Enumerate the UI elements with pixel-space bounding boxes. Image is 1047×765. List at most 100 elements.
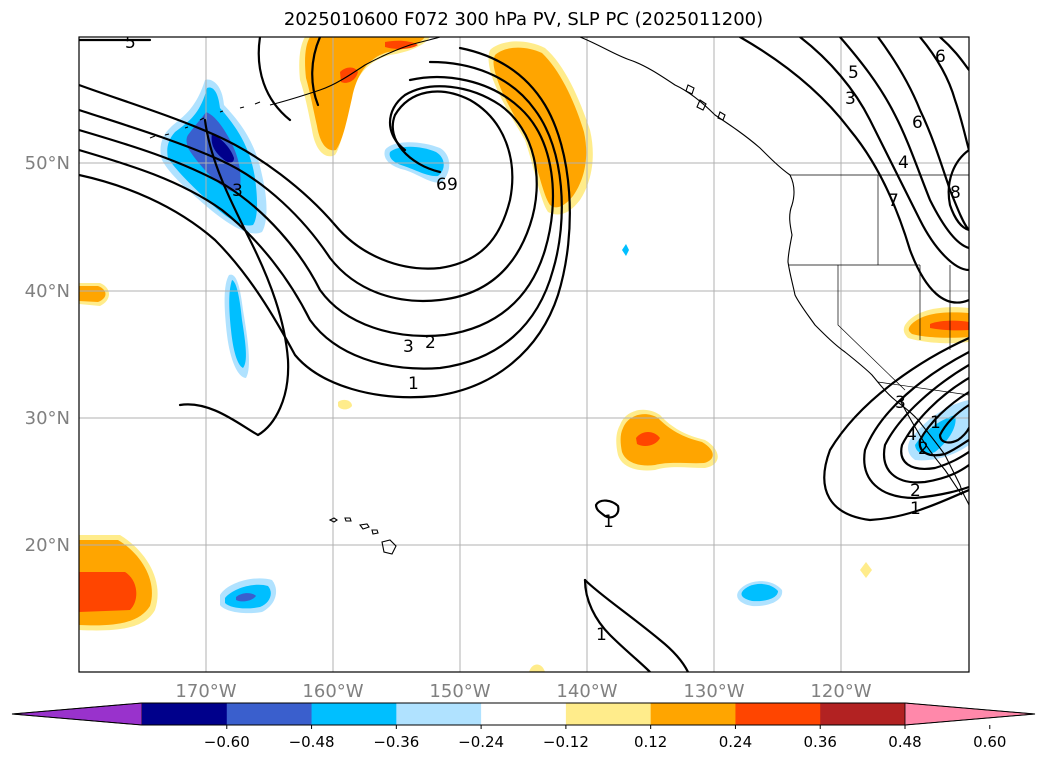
pv-negative-region	[211, 133, 234, 163]
slp-contour	[738, 37, 969, 304]
pv-negative-region	[229, 280, 246, 368]
pv-positive-region	[79, 572, 137, 612]
contour-label: 6	[436, 175, 447, 195]
colorbar-segment	[820, 703, 906, 725]
colorbar-segment	[735, 703, 821, 725]
colorbar-segment	[311, 703, 397, 725]
lon-tick-label: 120°W	[810, 681, 871, 702]
slp-contour	[900, 376, 969, 470]
pv-negative-region	[741, 583, 778, 602]
slp-contour	[823, 336, 969, 522]
slp-contour	[947, 148, 969, 232]
slp-contour	[583, 578, 652, 672]
slp-contours	[79, 37, 969, 672]
baja-coastline	[899, 399, 963, 496]
slp-contour	[79, 85, 538, 302]
pv-positive-region	[529, 664, 545, 672]
colorbar-segment	[396, 703, 482, 725]
pv-positive-region	[620, 414, 713, 466]
pv-positive-region	[636, 432, 660, 446]
contour-label: 2	[425, 333, 436, 353]
colorbar: −0.60 −0.48 −0.36 −0.24 −0.12 0.12 0.24 0.36 0.4…	[11, 702, 1036, 751]
colorbar-segment	[481, 703, 567, 725]
map-plot-area: 5 3 6 9 3 2 1 1 1 2 1 5 3 6 4 7 8 6 4 3 …	[79, 37, 969, 672]
alaska-coastline	[269, 37, 441, 106]
colorbar-segment	[226, 703, 313, 725]
longitude-labels: 170°W 160°W 150°W 140°W 130°W 120°W	[175, 681, 871, 702]
colorbar-tick-label: 0.12	[634, 733, 667, 751]
contour-label: 2	[918, 439, 929, 459]
pv-negative-region	[236, 593, 256, 602]
pacific-northwest-coastline	[579, 37, 969, 506]
map-frame	[78, 36, 970, 673]
slp-contour	[594, 499, 620, 519]
lat-tick-label: 30°N	[25, 408, 70, 429]
contour-labels: 5 3 6 9 3 2 1 1 1 2 1 5 3 6 4 7 8 6 4 3 …	[125, 37, 961, 645]
slp-contour	[838, 37, 969, 250]
colorbar-segment	[650, 703, 736, 725]
slp-contour	[79, 83, 514, 270]
colorbar-tick-label: 0.36	[804, 733, 837, 751]
colorbar-outline	[11, 702, 1036, 726]
pv-negative-region	[186, 112, 241, 192]
slp-contour	[918, 37, 969, 152]
colorbar-tick-label: −0.48	[289, 733, 335, 751]
colorbar-tick-label: −0.60	[204, 733, 250, 751]
contour-label: 9	[447, 175, 458, 195]
contour-label: 6	[912, 113, 923, 133]
slp-contour	[178, 118, 290, 437]
pv-positive-region	[305, 37, 425, 151]
island-coastline	[685, 84, 726, 121]
contour-label: 4	[898, 153, 909, 173]
contour-label: 2	[910, 481, 921, 501]
contour-label: 7	[888, 191, 899, 211]
contour-label: 1	[596, 625, 607, 645]
contour-label: 1	[408, 374, 419, 394]
slp-contour	[882, 363, 969, 484]
contour-label: 3	[845, 89, 856, 109]
pv-positive-region	[79, 286, 106, 302]
slp-contour	[583, 578, 690, 672]
pv-negative-region	[622, 244, 629, 256]
coastlines	[149, 37, 969, 555]
colorbar-tick-label: −0.12	[543, 733, 589, 751]
slp-contour	[938, 403, 969, 444]
pv-positive-region	[493, 47, 587, 208]
hawaii-islands	[328, 517, 397, 555]
slp-contour	[311, 37, 322, 107]
contour-label: 1	[910, 499, 921, 519]
colorbar-tick-label: 0.60	[973, 733, 1006, 751]
contour-label: 6	[935, 47, 946, 67]
pv-positive-region	[860, 562, 872, 578]
lon-tick-label: 130°W	[683, 681, 744, 702]
contour-label: 4	[906, 425, 917, 445]
slp-contour	[938, 37, 969, 72]
latitude-labels: 50°N 40°N 30°N 20°N	[25, 153, 70, 556]
pv-positive-region	[385, 40, 418, 50]
slp-contour	[257, 37, 292, 122]
lat-tick-label: 40°N	[25, 281, 70, 302]
colorbar-extend-low	[11, 702, 143, 726]
map-title: 2025010600 F072 300 hPa PV, SLP PC (2025…	[283, 9, 764, 30]
contour-label: 3	[403, 337, 414, 357]
colorbar-segment	[142, 703, 228, 725]
aleutian-islands	[149, 101, 261, 139]
slp-contour	[79, 60, 563, 370]
lon-tick-label: 160°W	[302, 681, 363, 702]
contour-label: 3	[895, 393, 906, 413]
pv-positive-region	[338, 399, 352, 410]
colorbar-tick-label: 0.48	[888, 733, 921, 751]
lat-tick-label: 50°N	[25, 153, 70, 174]
contour-label: 1	[930, 413, 941, 433]
lat-tick-label: 20°N	[25, 535, 70, 556]
colorbar-tick-label: −0.36	[373, 733, 419, 751]
lon-tick-label: 150°W	[429, 681, 490, 702]
contour-label: 8	[950, 183, 961, 203]
slp-contour	[863, 350, 969, 500]
colorbar-tick-label: 0.24	[719, 733, 752, 751]
slp-contour	[798, 37, 969, 272]
pv-positive-region	[930, 320, 969, 331]
contour-label: 5	[848, 63, 859, 83]
state-border	[788, 175, 951, 391]
